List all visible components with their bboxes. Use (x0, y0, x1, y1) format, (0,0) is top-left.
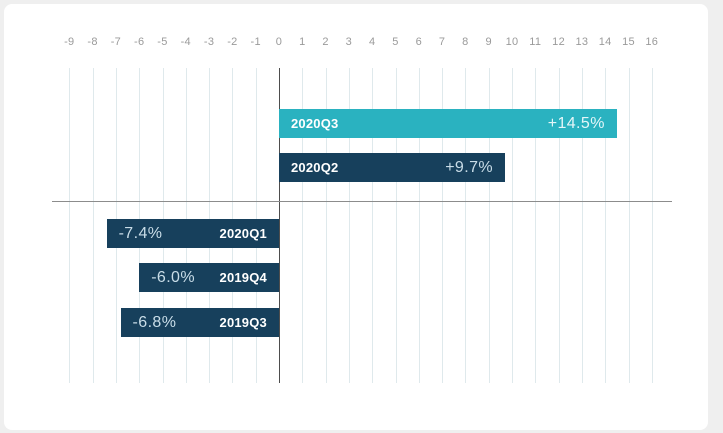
gridline (558, 68, 560, 383)
x-tick-label: 3 (345, 36, 353, 48)
bar-2019Q3: -6.8% 2019Q3 (120, 308, 279, 337)
gridline (395, 68, 397, 383)
bar-category-label: 2020Q1 (219, 226, 267, 241)
x-tick-label: 15 (622, 36, 635, 48)
x-tick-label: -8 (87, 36, 98, 48)
x-tick-label: 7 (438, 36, 446, 48)
x-tick-label: 0 (275, 36, 283, 48)
x-tick-label: -3 (203, 36, 215, 48)
gridline (442, 68, 444, 383)
x-tick-label: 14 (598, 36, 612, 48)
gridline (302, 68, 304, 383)
gridline (418, 68, 420, 383)
gridline (512, 68, 513, 383)
bar-value-label: -7.4% (118, 224, 163, 242)
x-tick-label: -5 (157, 36, 168, 48)
gridline (581, 68, 583, 383)
bar-2020Q1: -7.4% 2020Q1 (106, 219, 279, 248)
gridline (651, 68, 653, 383)
gridline (605, 68, 607, 383)
x-tick-label: -1 (250, 36, 261, 48)
bar-2020Q3: 2020Q3 +14.5% (279, 109, 617, 138)
bar-value-label: +9.7% (445, 158, 493, 176)
x-tick-label: 13 (575, 36, 589, 48)
gridline (488, 68, 490, 383)
gridline (372, 68, 374, 383)
zero-gridline (279, 68, 280, 383)
bar-2019Q4: -6.0% 2019Q4 (139, 263, 279, 292)
bar-category-label: 2019Q4 (219, 270, 267, 285)
x-tick-label: 2 (322, 36, 329, 48)
bar-value-label: -6.8% (132, 313, 177, 331)
x-tick-label: 8 (462, 36, 469, 48)
bar-category-label: 2019Q3 (219, 315, 267, 330)
bar-2020Q2: 2020Q2 +9.7% (279, 153, 505, 182)
zero-baseline (52, 201, 672, 202)
x-tick-label: 12 (552, 36, 566, 48)
gridline (628, 68, 630, 383)
x-tick-label: 9 (485, 36, 492, 48)
bar-value-label: +14.5% (547, 114, 605, 132)
x-tick-label: 4 (368, 36, 376, 48)
x-tick-label: 6 (415, 36, 422, 48)
x-tick-label: 16 (645, 36, 659, 48)
x-tick-label: -4 (180, 36, 191, 48)
gridline (535, 68, 537, 383)
x-tick-label: -2 (227, 36, 238, 48)
x-tick-label: 11 (529, 36, 542, 48)
gridline (465, 68, 467, 383)
gridline (325, 68, 327, 383)
gridline (348, 68, 350, 383)
gridline (69, 68, 71, 383)
gridline (92, 68, 94, 383)
chart-card: -9 -8 -7 -6 -5 -4 -3 -2 -1 0 1 2 3 4 5 6 7 8 9 10 11 12 13 14 15… (4, 4, 708, 430)
bar-value-label: -6.0% (151, 268, 195, 286)
x-tick-label: -6 (133, 36, 145, 48)
x-tick-label: 5 (392, 36, 399, 48)
x-tick-label: -9 (64, 36, 75, 48)
x-tick-label: 1 (299, 36, 306, 48)
x-tick-label: 10 (505, 36, 519, 48)
bar-category-label: 2020Q3 (291, 116, 339, 131)
bar-category-label: 2020Q2 (291, 160, 339, 175)
x-tick-label: -7 (110, 36, 122, 48)
